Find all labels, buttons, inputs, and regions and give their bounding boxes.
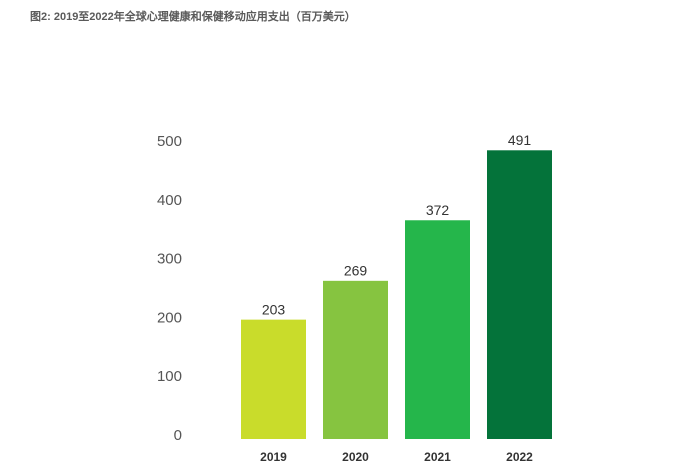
y-tick-label: 100 [157,368,182,385]
bar [323,280,388,439]
y-tick-label: 0 [174,427,182,444]
bar [487,150,552,440]
value-label: 372 [426,202,450,218]
x-tick-label: 2021 [424,450,451,464]
bar [405,220,470,439]
chart-title: 图2: 2019至2022年全球心理健康和保健移动应用支出（百万美元） [30,9,356,23]
bar [241,319,306,439]
y-tick-label: 400 [157,192,182,209]
y-tick-label: 500 [157,133,182,150]
x-tick-label: 2022 [506,450,533,464]
y-tick-label: 300 [157,251,182,268]
x-tick-label: 2019 [260,450,287,464]
value-label: 491 [508,132,532,148]
value-label: 203 [262,301,286,317]
x-tick-label: 2020 [342,450,369,464]
value-label: 269 [344,263,368,279]
y-tick-label: 200 [157,309,182,326]
